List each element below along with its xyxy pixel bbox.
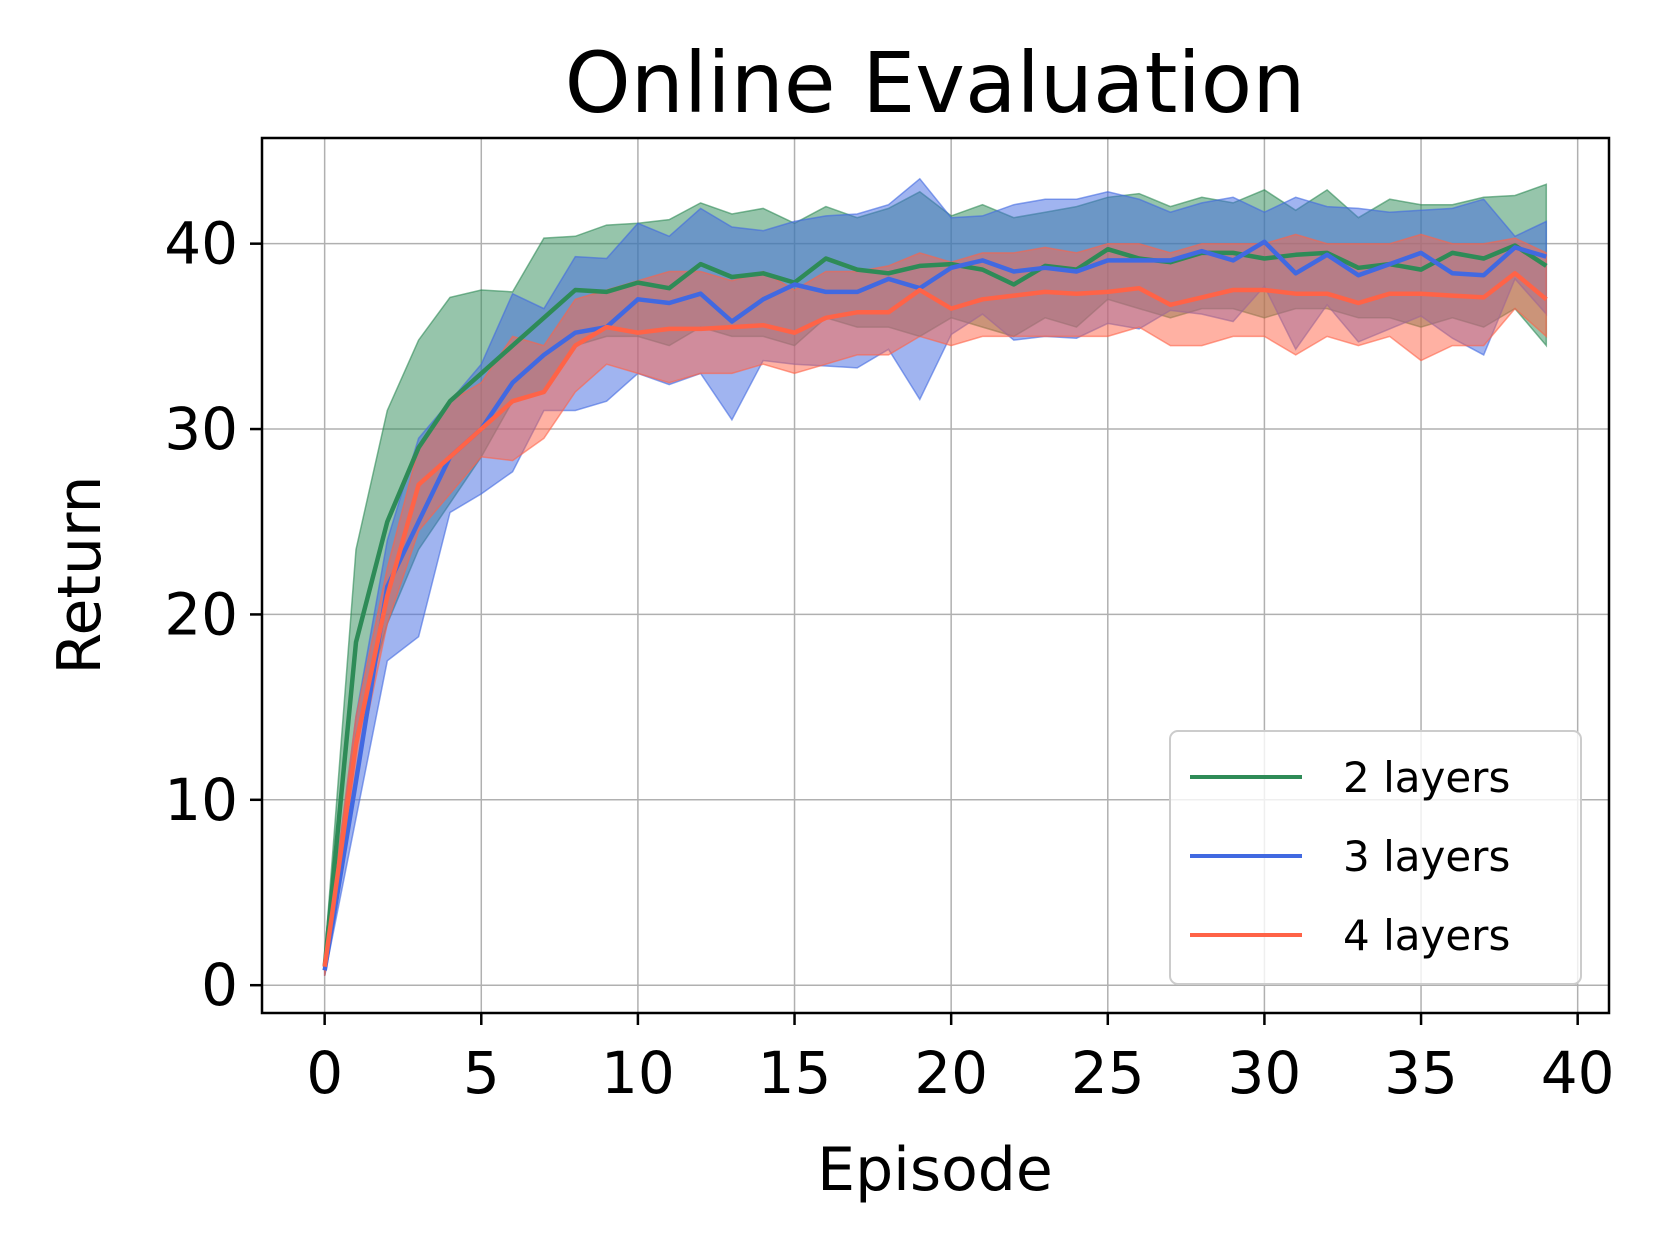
x-tick-label: 0 xyxy=(306,1039,343,1107)
legend-label-4-layers: 4 layers xyxy=(1343,911,1510,960)
x-tick-label: 30 xyxy=(1228,1039,1302,1107)
x-axis-label: Episode xyxy=(817,1135,1053,1205)
x-tick-label: 20 xyxy=(914,1039,988,1107)
line-2-layers xyxy=(322,243,1548,967)
legend: 2 layers 3 layers 4 layers xyxy=(1169,730,1582,985)
y-axis-ticks: 0 10 20 30 40 xyxy=(164,210,262,1019)
x-tick-label: 35 xyxy=(1384,1039,1458,1107)
x-tick-label: 5 xyxy=(463,1039,500,1107)
legend-frame xyxy=(1169,730,1582,985)
x-tick-label: 40 xyxy=(1541,1039,1615,1107)
y-tick-label: 40 xyxy=(164,210,238,278)
legend-label-3-layers: 3 layers xyxy=(1343,832,1510,881)
y-tick-label: 30 xyxy=(164,395,238,463)
x-tick-label: 10 xyxy=(601,1039,675,1107)
y-axis-label: Return xyxy=(45,475,115,674)
line-3-layers xyxy=(322,239,1547,971)
legend-label-2-layers: 2 layers xyxy=(1343,753,1510,802)
y-tick-label: 20 xyxy=(164,580,238,648)
x-tick-label: 15 xyxy=(758,1039,832,1107)
y-tick-label: 0 xyxy=(201,951,238,1019)
chart-title: Online Evaluation xyxy=(565,34,1306,132)
series-lines xyxy=(322,239,1548,971)
line-4-layers xyxy=(322,271,1548,968)
x-axis-ticks: 0 5 10 15 20 25 30 35 40 xyxy=(306,1013,1615,1107)
x-tick-label: 25 xyxy=(1071,1039,1145,1107)
plot-frame xyxy=(260,136,1611,1015)
y-tick-label: 10 xyxy=(164,766,238,834)
